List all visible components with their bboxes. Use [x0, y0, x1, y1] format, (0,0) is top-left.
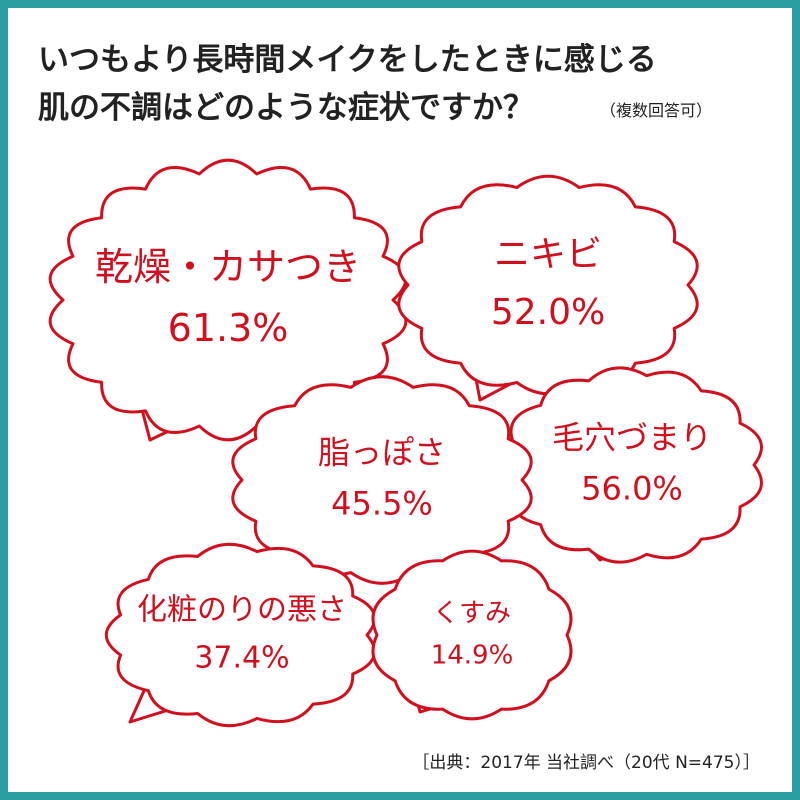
note: （複数回答可）	[600, 101, 712, 120]
category-label: くすみ	[433, 599, 511, 629]
value-label: 14.9%	[431, 640, 514, 670]
category-label: 化粧のりの悪さ	[137, 593, 347, 628]
callout-bubble	[498, 366, 763, 564]
title: いつもより長時間メイクをしたときに感じる	[38, 42, 657, 78]
callout-bubble	[371, 549, 573, 721]
value-label: 61.3%	[168, 306, 289, 350]
category-label: 脂っぽさ	[318, 433, 446, 471]
callout-bubble	[104, 542, 377, 728]
category-label: 乾燥・カサつき	[95, 245, 361, 289]
value-label: 37.4%	[194, 641, 289, 676]
category-label: 毛穴づまり	[552, 418, 712, 456]
value-label: 45.5%	[331, 485, 433, 523]
source: ［出典：2017年 当社調べ（20代 N=475）］	[412, 753, 760, 773]
category-label: ニキビ	[494, 234, 602, 275]
callout-bubble	[397, 174, 699, 396]
title: 肌の不調はどのような症状ですか？	[38, 90, 534, 126]
value-label: 52.0%	[491, 292, 605, 333]
value-label: 56.0%	[581, 470, 683, 508]
